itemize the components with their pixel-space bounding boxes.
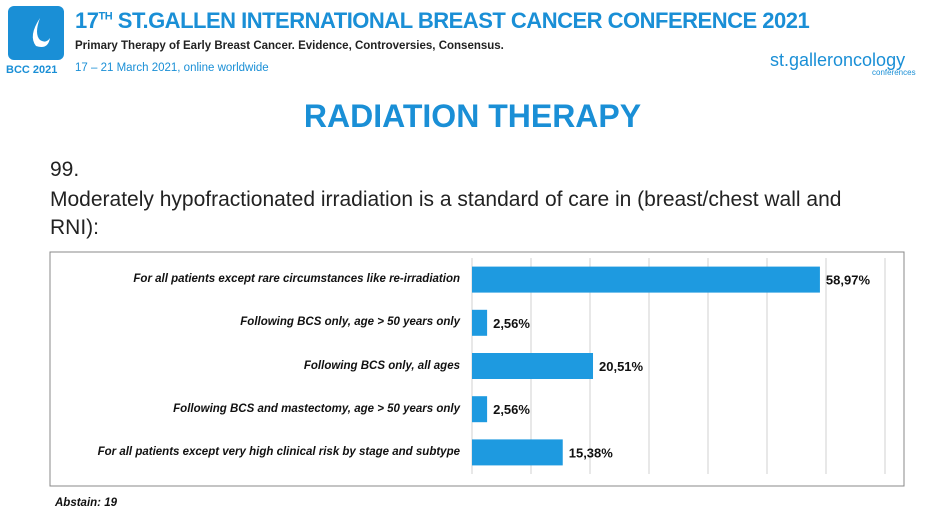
conference-subtitle: Primary Therapy of Early Breast Cancer. … bbox=[75, 40, 504, 52]
chart-frame bbox=[49, 251, 905, 487]
bar bbox=[472, 309, 488, 336]
title-rest: ST.GALLEN INTERNATIONAL BREAST CANCER CO… bbox=[117, 8, 810, 33]
category-label-box: For all patients except very high clinic… bbox=[40, 432, 460, 472]
bar bbox=[472, 266, 820, 293]
conference-title: 17TH ST.GALLEN INTERNATIONAL BREAST CANC… bbox=[75, 8, 810, 34]
brand: st.galleroncology bbox=[770, 50, 906, 70]
value-label: 20,51% bbox=[599, 359, 644, 374]
slide-heading: RADIATION THERAPY bbox=[303, 98, 642, 134]
category-label: For all patients except very high clinic… bbox=[97, 445, 460, 458]
category-label-box: Following BCS and mastectomy, age > 50 y… bbox=[40, 389, 460, 429]
bar bbox=[472, 353, 594, 379]
title-number: 17 bbox=[75, 8, 99, 33]
logo-drop bbox=[32, 18, 50, 47]
bar bbox=[472, 396, 488, 423]
category-label: Following BCS only, age > 50 years only bbox=[240, 316, 460, 329]
category-label-box: For all patients except rare circumstanc… bbox=[40, 260, 460, 300]
brand-sub: conferences bbox=[872, 68, 916, 77]
question: Moderately hypofractionated irradiation … bbox=[50, 188, 842, 239]
value-label: 15,38% bbox=[569, 445, 614, 460]
value-label: 58,97% bbox=[826, 273, 871, 288]
category-label: Following BCS only, all ages bbox=[303, 359, 460, 372]
footnote: Abstain: 19 bbox=[55, 497, 117, 509]
logo-text: BCC 2021 bbox=[6, 64, 58, 76]
category-label-box: Following BCS only, age > 50 years only bbox=[40, 303, 460, 343]
question-number: 99. bbox=[50, 158, 80, 181]
category-label-box: Following BCS only, all ages bbox=[40, 346, 460, 386]
value-label: 2,56% bbox=[493, 402, 530, 417]
title-suffix: TH bbox=[98, 10, 113, 23]
category-label: Following BCS and mastectomy, age > 50 y… bbox=[173, 402, 460, 415]
value-label: 2,56% bbox=[493, 316, 530, 331]
bar bbox=[472, 439, 563, 466]
conference-dates: 17 – 21 March 2021, online worldwide bbox=[75, 62, 269, 74]
category-label: For all patients except rare circumstanc… bbox=[133, 273, 460, 286]
